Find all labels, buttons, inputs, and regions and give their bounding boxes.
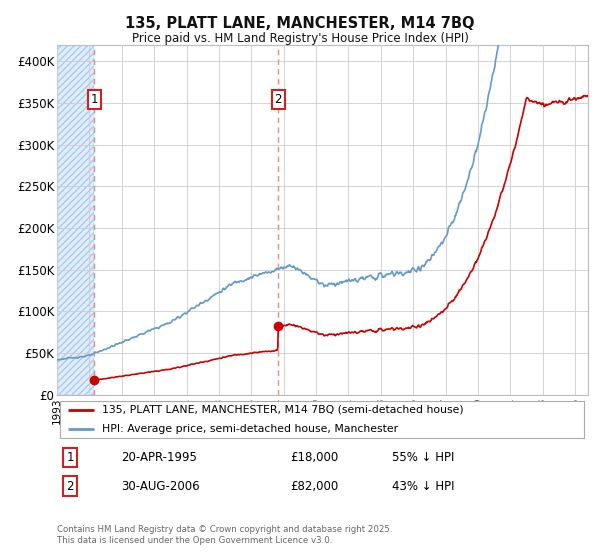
Text: 2: 2	[67, 480, 74, 493]
Text: 2: 2	[275, 92, 282, 105]
Text: HPI: Average price, semi-detached house, Manchester: HPI: Average price, semi-detached house,…	[102, 423, 398, 433]
Text: 30-AUG-2006: 30-AUG-2006	[121, 480, 199, 493]
Text: £18,000: £18,000	[290, 451, 339, 464]
Text: 55% ↓ HPI: 55% ↓ HPI	[392, 451, 454, 464]
Text: Contains HM Land Registry data © Crown copyright and database right 2025.
This d: Contains HM Land Registry data © Crown c…	[57, 525, 392, 545]
Text: 1: 1	[67, 451, 74, 464]
Text: Price paid vs. HM Land Registry's House Price Index (HPI): Price paid vs. HM Land Registry's House …	[131, 32, 469, 45]
Bar	[57, 45, 94, 395]
Text: 135, PLATT LANE, MANCHESTER, M14 7BQ (semi-detached house): 135, PLATT LANE, MANCHESTER, M14 7BQ (se…	[102, 405, 464, 415]
FancyBboxPatch shape	[59, 401, 584, 437]
Text: £82,000: £82,000	[290, 480, 339, 493]
Text: 43% ↓ HPI: 43% ↓ HPI	[392, 480, 454, 493]
Text: 20-APR-1995: 20-APR-1995	[121, 451, 197, 464]
Text: 135, PLATT LANE, MANCHESTER, M14 7BQ: 135, PLATT LANE, MANCHESTER, M14 7BQ	[125, 16, 475, 31]
Text: 1: 1	[91, 92, 98, 105]
